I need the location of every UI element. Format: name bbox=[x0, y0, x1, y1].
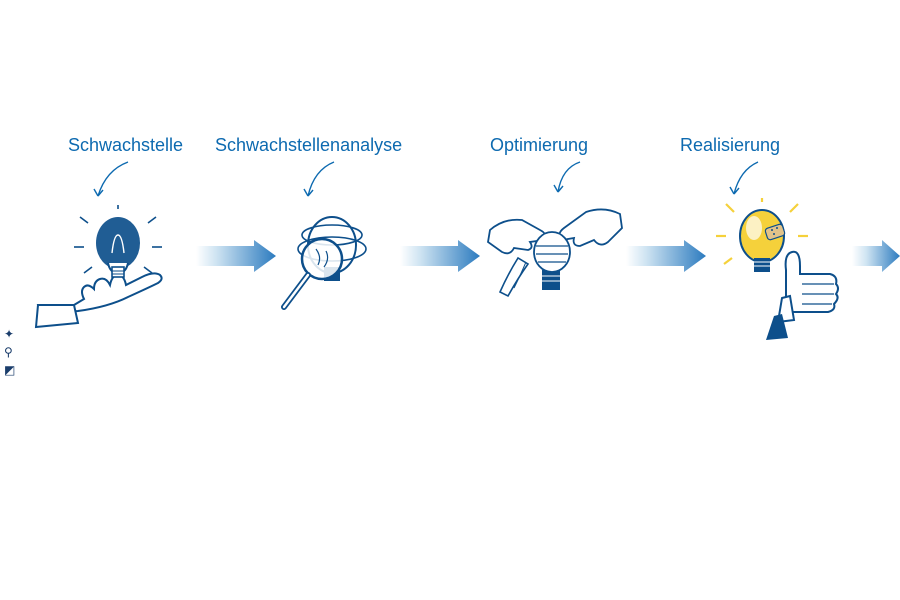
mini-icon: ⚲ bbox=[4, 346, 15, 358]
mini-icon: ◩ bbox=[4, 364, 15, 376]
flow-arrow-icon bbox=[196, 240, 276, 272]
bulb-magnifier-illustration bbox=[270, 205, 400, 335]
stage-label-1: Schwachstelle bbox=[68, 135, 183, 156]
thumbs-up-bulb-illustration bbox=[690, 198, 860, 348]
curved-arrow-icon bbox=[88, 158, 138, 208]
stage-label-4: Realisierung bbox=[680, 135, 780, 156]
stage-label-3: Optimierung bbox=[490, 135, 588, 156]
mini-icon: ✦ bbox=[4, 328, 15, 340]
hands-bandage-illustration bbox=[470, 190, 630, 330]
flow-arrow-icon bbox=[852, 240, 900, 272]
stage-label-2: Schwachstellenanalyse bbox=[215, 135, 402, 156]
flow-arrow-icon bbox=[400, 240, 480, 272]
hand-bulb-illustration bbox=[30, 205, 190, 345]
curved-arrow-icon bbox=[298, 158, 348, 208]
sidebar-mini-icons: ✦ ⚲ ◩ bbox=[4, 328, 15, 376]
